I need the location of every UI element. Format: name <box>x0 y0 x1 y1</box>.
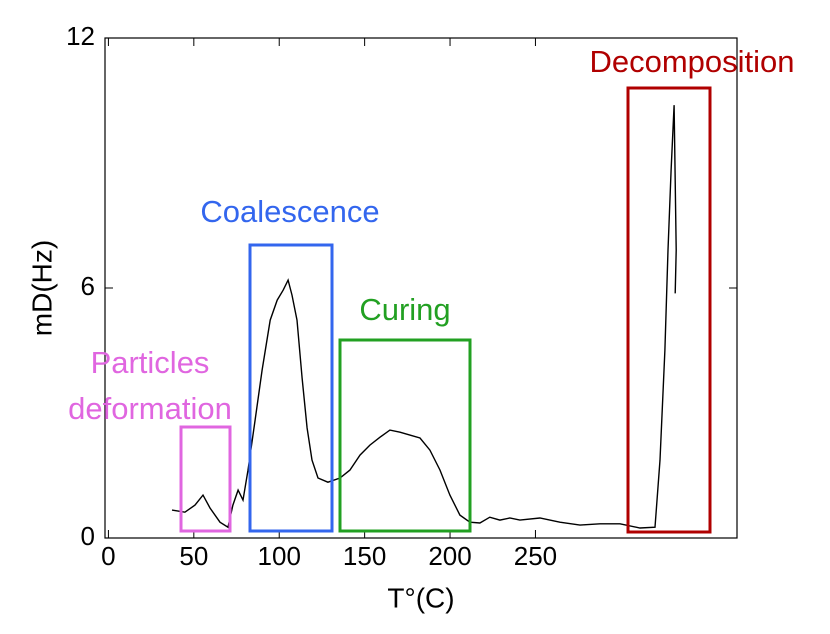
y-tick-label: 6 <box>81 271 95 301</box>
x-tick-label: 200 <box>428 541 471 571</box>
x-axis-label: T°(C) <box>387 582 454 613</box>
annotation-box <box>179 425 232 533</box>
x-tick-label: 100 <box>258 541 301 571</box>
y-tick-label: 12 <box>66 21 95 51</box>
annotation-box <box>338 338 472 533</box>
annotation-label: Particles deformation <box>68 345 232 426</box>
y-tick-label: 0 <box>81 521 95 551</box>
annotation-box <box>626 86 712 534</box>
x-tick-label: 150 <box>343 541 386 571</box>
annotation-label: Coalescence <box>200 194 380 229</box>
x-tick-label: 0 <box>101 541 115 571</box>
y-axis-label: mD(Hz) <box>26 240 57 336</box>
data-line <box>171 105 677 529</box>
annotation-label: Decomposition <box>589 44 795 79</box>
x-tick-label: 250 <box>514 541 557 571</box>
annotation-label: Curing <box>359 292 451 327</box>
annotation-box <box>248 243 334 533</box>
x-tick-label: 50 <box>179 541 208 571</box>
